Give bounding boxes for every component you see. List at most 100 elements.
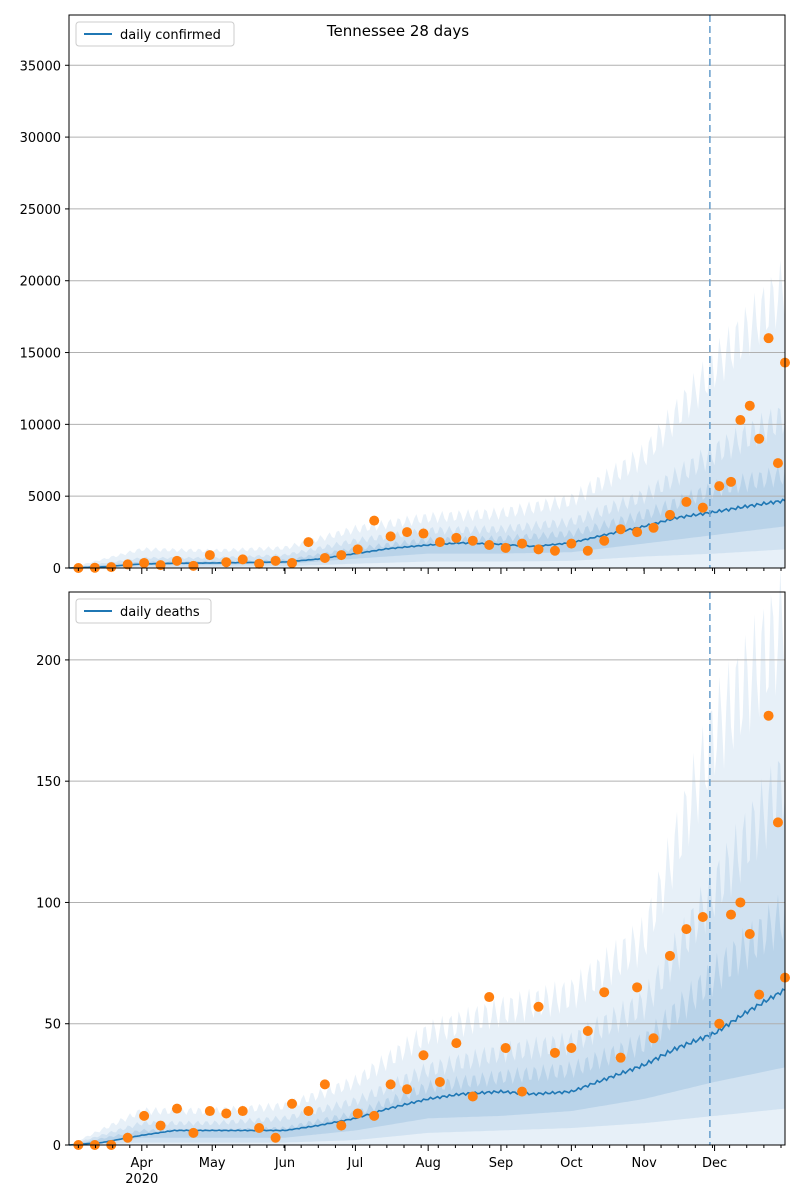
y-tick-label: 100 xyxy=(36,896,61,911)
observed-point xyxy=(763,333,774,344)
confirmed-y-axis: 0 5000 10000 15000 20000 25000 30000 35000 xyxy=(20,59,69,577)
observed-point xyxy=(122,559,133,570)
x-tick-label: Nov xyxy=(631,1156,657,1171)
observed-point xyxy=(451,532,462,543)
observed-point xyxy=(155,1120,166,1131)
observed-point xyxy=(517,538,528,549)
observed-point xyxy=(106,562,117,573)
deaths-y-axis: 0 50 100 150 200 xyxy=(36,654,69,1154)
uncertainty-band xyxy=(69,894,785,1145)
observed-point xyxy=(171,555,182,566)
confirmed-observed-points xyxy=(73,333,790,573)
observed-point xyxy=(549,545,560,556)
confirmed-series xyxy=(68,498,786,569)
observed-point xyxy=(303,1106,314,1117)
x-tick-label: Dec xyxy=(702,1156,727,1171)
observed-point xyxy=(763,710,774,721)
chart-title: Tennessee 28 days xyxy=(326,22,469,40)
series-line xyxy=(68,498,786,569)
observed-point xyxy=(139,1110,150,1121)
observed-point xyxy=(188,1127,199,1138)
y-tick-label: 200 xyxy=(36,654,61,669)
x-tick-label: Apr xyxy=(131,1156,154,1171)
observed-point xyxy=(385,1079,396,1090)
deaths-x-axis: Apr May Jun Jul Aug Sep Oct Nov Dec xyxy=(77,1145,782,1171)
observed-point xyxy=(287,557,298,568)
observed-point xyxy=(566,538,577,549)
legend-label-daily-deaths: daily deaths xyxy=(120,605,200,620)
x-tick-label: Jun xyxy=(274,1156,295,1171)
observed-point xyxy=(287,1098,298,1109)
observed-point xyxy=(188,560,199,571)
deaths-panel: 0 50 100 150 200 Apr May Jun Jul Aug Sep Oct Nov Dec… xyxy=(36,569,790,1187)
observed-point xyxy=(500,542,511,553)
observed-point xyxy=(171,1103,182,1114)
observed-point xyxy=(599,987,610,998)
observed-point xyxy=(697,502,708,513)
x-tick-label: Jul xyxy=(347,1156,364,1171)
observed-point xyxy=(681,496,692,507)
observed-point xyxy=(237,554,248,565)
confirmed-legend: daily confirmed xyxy=(75,21,235,47)
observed-point xyxy=(451,1038,462,1049)
observed-point xyxy=(352,544,363,555)
observed-point xyxy=(582,545,593,556)
observed-point xyxy=(319,1079,330,1090)
observed-point xyxy=(385,531,396,542)
observed-point xyxy=(270,555,281,566)
x-year-label: 2020 xyxy=(125,1172,158,1187)
observed-point xyxy=(303,537,314,548)
observed-point xyxy=(599,535,610,546)
observed-point xyxy=(632,982,643,993)
observed-point xyxy=(648,522,659,533)
observed-point xyxy=(744,400,755,411)
observed-point xyxy=(352,1108,363,1119)
confirmed-panel: 0 5000 10000 15000 20000 25000 30000 35000 Tenn… xyxy=(20,14,790,577)
observed-point xyxy=(566,1042,577,1053)
observed-point xyxy=(648,1033,659,1044)
observed-point xyxy=(664,509,675,520)
observed-point xyxy=(254,1123,265,1134)
x-tick-label: Aug xyxy=(415,1156,440,1171)
observed-point xyxy=(467,1091,478,1102)
y-tick-label: 5000 xyxy=(28,490,61,505)
y-tick-label: 30000 xyxy=(20,131,61,146)
observed-point xyxy=(139,557,150,568)
observed-point xyxy=(467,535,478,546)
y-tick-label: 10000 xyxy=(20,418,61,433)
x-tick-label: Oct xyxy=(560,1156,582,1171)
uncertainty-band xyxy=(69,760,785,1145)
x-tick-label: May xyxy=(199,1156,226,1171)
observed-point xyxy=(714,1018,725,1029)
observed-point xyxy=(204,550,215,561)
observed-point xyxy=(484,992,495,1003)
uncertainty-band xyxy=(69,569,785,1145)
y-tick-label: 20000 xyxy=(20,275,61,290)
observed-point xyxy=(434,537,445,548)
observed-point xyxy=(664,950,675,961)
observed-point xyxy=(772,817,783,828)
observed-point xyxy=(221,1108,232,1119)
observed-point xyxy=(533,544,544,555)
observed-point xyxy=(369,1110,380,1121)
observed-point xyxy=(402,527,413,538)
deaths-gridlines xyxy=(69,659,785,1025)
observed-point xyxy=(772,458,783,469)
deaths-plot-frame xyxy=(68,591,786,1146)
y-tick-label: 0 xyxy=(53,1139,61,1154)
confirmed-x-axis xyxy=(77,568,782,574)
observed-point xyxy=(714,481,725,492)
observed-point xyxy=(221,557,232,568)
confirmed-uncertainty-bands xyxy=(69,260,785,568)
observed-point xyxy=(615,524,626,535)
observed-point xyxy=(336,1120,347,1131)
legend-box xyxy=(75,598,212,624)
observed-point xyxy=(319,552,330,563)
observed-point xyxy=(533,1001,544,1012)
y-tick-label: 0 xyxy=(53,562,61,577)
observed-point xyxy=(517,1086,528,1097)
deaths-series xyxy=(68,988,786,1146)
observed-point xyxy=(418,1050,429,1061)
observed-point xyxy=(744,928,755,939)
